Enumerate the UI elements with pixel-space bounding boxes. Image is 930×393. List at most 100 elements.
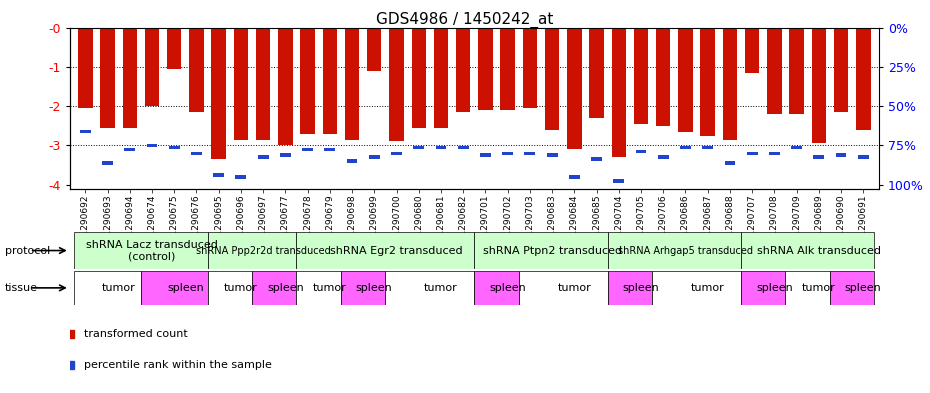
Bar (591, 157, 602, 161)
Bar (812, 28, 826, 143)
Text: tumor: tumor (802, 283, 836, 293)
Bar (278, 28, 293, 145)
Bar (392, 151, 402, 155)
Bar (741, 232, 874, 269)
Bar (786, 271, 830, 305)
Bar (635, 149, 646, 153)
Bar (297, 271, 341, 305)
Bar (125, 147, 135, 151)
Bar (652, 271, 741, 305)
Text: spleen: spleen (267, 283, 304, 293)
Text: percentile rank within the sample: percentile rank within the sample (84, 360, 272, 370)
Bar (836, 153, 846, 157)
Bar (480, 153, 491, 157)
Bar (191, 151, 202, 155)
Bar (857, 28, 870, 130)
Bar (607, 271, 652, 305)
Bar (723, 28, 737, 140)
Bar (213, 173, 224, 176)
Text: spleen: spleen (489, 283, 526, 293)
Text: shRNA Ppp2r2d transduced: shRNA Ppp2r2d transduced (195, 246, 330, 255)
Bar (258, 155, 269, 159)
Bar (102, 161, 113, 165)
Bar (607, 232, 741, 269)
Bar (500, 28, 515, 110)
Bar (100, 28, 114, 128)
Bar (435, 145, 446, 149)
Text: GDS4986 / 1450242_at: GDS4986 / 1450242_at (377, 12, 553, 28)
Bar (147, 143, 157, 147)
Bar (741, 271, 786, 305)
Bar (323, 28, 337, 134)
Bar (256, 28, 271, 140)
Bar (280, 153, 291, 157)
Bar (456, 28, 471, 112)
Bar (367, 28, 381, 71)
Bar (78, 28, 92, 108)
Bar (169, 145, 179, 149)
Bar (814, 155, 824, 159)
Bar (700, 28, 715, 136)
Text: shRNA Alk transduced: shRNA Alk transduced (757, 246, 881, 255)
Text: tumor: tumor (101, 283, 136, 293)
Text: shRNA Ptpn2 transduced: shRNA Ptpn2 transduced (483, 246, 621, 255)
Bar (614, 179, 624, 182)
Bar (519, 271, 607, 305)
Text: spleen: spleen (756, 283, 792, 293)
Text: spleen: spleen (623, 283, 659, 293)
Text: tumor: tumor (691, 283, 724, 293)
Text: tissue: tissue (5, 283, 37, 293)
Bar (545, 28, 559, 130)
Bar (140, 271, 207, 305)
Bar (834, 28, 848, 112)
Bar (341, 271, 385, 305)
Bar (724, 161, 736, 165)
Bar (523, 28, 538, 108)
Bar (790, 28, 804, 114)
Text: spleen: spleen (845, 283, 882, 293)
Bar (747, 151, 758, 155)
Bar (80, 130, 91, 133)
Bar (745, 28, 760, 73)
Bar (123, 28, 137, 128)
Bar (302, 147, 313, 151)
Bar (680, 145, 691, 149)
Bar (791, 145, 802, 149)
Text: protocol: protocol (5, 246, 50, 255)
Text: tumor: tumor (312, 283, 347, 293)
Bar (211, 28, 226, 159)
Bar (252, 271, 297, 305)
Bar (345, 28, 359, 140)
Bar (207, 232, 297, 269)
Bar (74, 232, 207, 269)
Bar (567, 28, 581, 149)
Text: shRNA Egr2 transduced: shRNA Egr2 transduced (330, 246, 463, 255)
Text: tumor: tumor (224, 283, 258, 293)
Bar (658, 155, 669, 159)
Bar (569, 175, 579, 178)
Bar (612, 28, 626, 157)
Bar (233, 28, 248, 140)
Text: tumor: tumor (424, 283, 458, 293)
Bar (702, 145, 713, 149)
Bar (769, 151, 779, 155)
Bar (300, 28, 315, 134)
Bar (478, 28, 493, 110)
Bar (325, 147, 335, 151)
Bar (167, 28, 181, 69)
Bar (590, 28, 604, 118)
Bar (74, 271, 140, 305)
Text: spleen: spleen (167, 283, 204, 293)
Bar (189, 28, 204, 112)
Text: transformed count: transformed count (84, 329, 188, 339)
Bar (433, 28, 448, 128)
Text: shRNA Arhgap5 transduced: shRNA Arhgap5 transduced (618, 246, 753, 255)
Bar (547, 153, 557, 157)
Bar (857, 155, 869, 159)
Bar (678, 28, 693, 132)
Bar (385, 271, 474, 305)
Text: shRNA Lacz transduced
(control): shRNA Lacz transduced (control) (86, 240, 218, 261)
Bar (474, 232, 607, 269)
Bar (411, 28, 426, 128)
Bar (297, 232, 474, 269)
